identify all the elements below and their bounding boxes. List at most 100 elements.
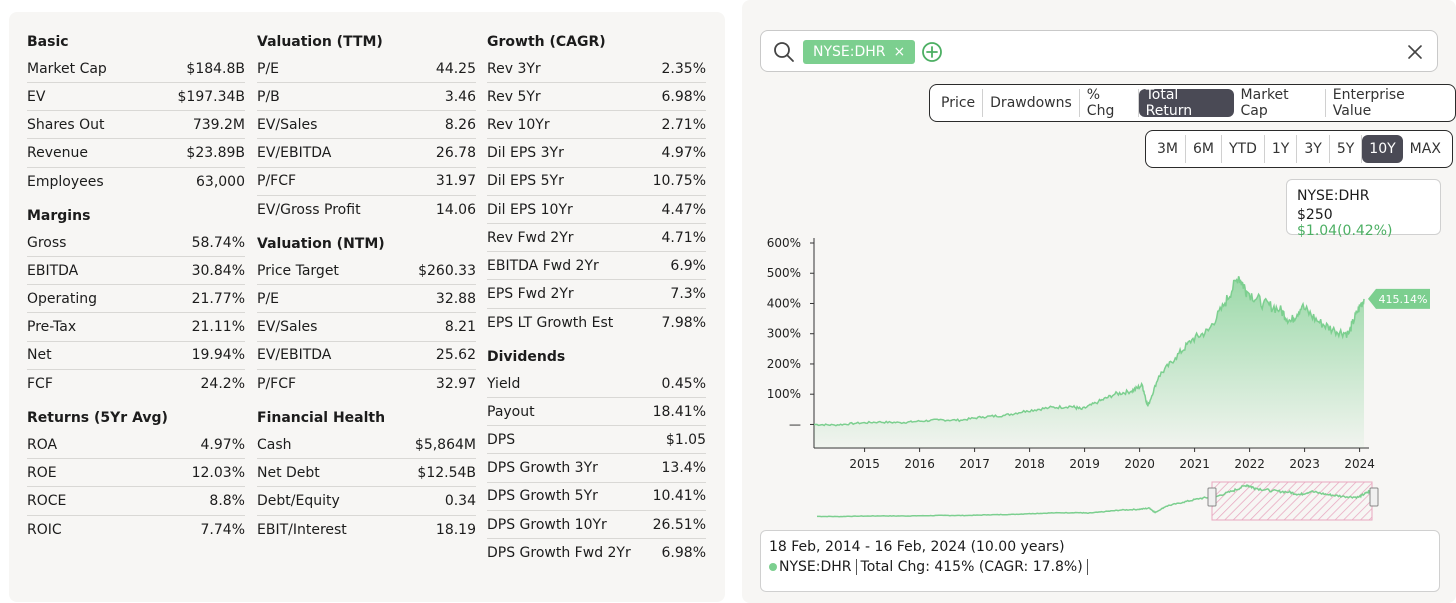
- stat-value: 8.26: [444, 116, 476, 133]
- range-1y[interactable]: 1Y: [1265, 135, 1298, 163]
- stat-value: 18.41%: [652, 403, 706, 420]
- stat-row: P/FCF 32.97: [257, 370, 476, 398]
- tab-market-cap[interactable]: Market Cap: [1234, 87, 1326, 119]
- clear-search-icon[interactable]: [1405, 42, 1425, 62]
- stat-label: Payout: [487, 403, 535, 420]
- stat-label: EV/Gross Profit: [257, 202, 361, 218]
- stat-value: 13.4%: [661, 460, 706, 477]
- range-ytd[interactable]: YTD: [1222, 135, 1265, 163]
- stat-label: EBIT/Interest: [257, 521, 347, 538]
- range-10y[interactable]: 10Y: [1362, 135, 1403, 163]
- stat-label: Revenue: [27, 145, 88, 162]
- stat-label: Dil EPS 3Yr: [487, 145, 564, 162]
- stat-row: ROA 4.97%: [27, 431, 245, 460]
- stats-panel: Basic Market Cap $184.8B EV $197.34B Shares O…: [9, 12, 725, 602]
- stat-value: 7.74%: [200, 521, 245, 538]
- stat-value: 44.25: [435, 60, 476, 77]
- stat-label: Net Debt: [257, 464, 320, 481]
- stat-label: EV/Sales: [257, 319, 318, 336]
- range-3y[interactable]: 3Y: [1297, 135, 1330, 163]
- stat-label: Debt/Equity: [257, 493, 340, 510]
- stat-label: Gross: [27, 234, 67, 251]
- stat-row: DPS Growth Fwd 2Yr 6.98%: [487, 539, 706, 567]
- date-range-text: 18 Feb, 2014 - 16 Feb, 2024 (10.00 years…: [769, 539, 1065, 555]
- tooltip-change: $1.04(0.42%): [1297, 223, 1393, 239]
- stat-value: 0.45%: [661, 375, 706, 392]
- stat-label: Dil EPS 10Yr: [487, 201, 573, 218]
- tab--chg[interactable]: % Chg: [1080, 87, 1139, 119]
- stat-label: FCF: [27, 376, 53, 392]
- stat-label: P/E: [257, 290, 280, 307]
- stat-label: ROA: [27, 436, 58, 453]
- stat-row: Rev Fwd 2Yr 4.71%: [487, 224, 706, 253]
- stat-label: ROE: [27, 464, 57, 481]
- chip-remove-button[interactable]: ×: [893, 44, 906, 60]
- y-tick-label: 400%: [767, 296, 801, 310]
- stat-label: ROIC: [27, 521, 62, 538]
- stat-value: 0.34: [444, 493, 476, 510]
- total-return-chart[interactable]: 600% 500% 400% 300% 200% 100% — 2015 2016 2017 201…: [742, 230, 1456, 525]
- navigator-line: [817, 483, 1375, 518]
- stat-row: EPS Fwd 2Yr 7.3%: [487, 281, 706, 309]
- tab-enterprise-value[interactable]: Enterprise Value: [1332, 87, 1405, 119]
- stat-value: 4.71%: [661, 229, 706, 246]
- x-tick-label: 2021: [1179, 457, 1210, 471]
- stat-row: EPS LT Growth Est 7.98%: [487, 309, 706, 337]
- stat-value: 3.46: [444, 88, 476, 105]
- stat-row: Rev 5Yr 6.98%: [487, 83, 706, 112]
- x-tick-label: 2023: [1289, 457, 1320, 471]
- section-title: Returns (5Yr Avg): [27, 410, 168, 427]
- search-icon: [774, 42, 794, 62]
- y-tick-label: 500%: [767, 266, 801, 280]
- navigator-selection: [1211, 481, 1373, 521]
- stat-value: 8.8%: [209, 493, 245, 510]
- stat-label: EV/Sales: [257, 116, 318, 133]
- stat-value: 12.03%: [191, 464, 245, 481]
- stat-value: 26.51%: [652, 516, 706, 533]
- tab-total-return[interactable]: Total Return: [1138, 87, 1234, 119]
- stat-row: EBIT/Interest 18.19: [257, 516, 476, 544]
- add-ticker-icon[interactable]: [921, 41, 943, 63]
- summary-ticker: NYSE:DHR: [779, 559, 852, 575]
- x-tick-label: 2017: [959, 457, 990, 471]
- tooltip-ticker: NYSE:DHR: [1297, 188, 1370, 204]
- stat-value: $5,864M: [414, 436, 476, 453]
- tab-price[interactable]: Price: [934, 89, 984, 117]
- stat-value: 32.88: [435, 290, 476, 307]
- stat-row: Gross 58.74%: [27, 229, 245, 257]
- stat-label: Net: [27, 347, 52, 364]
- stat-value: 58.74%: [191, 234, 245, 251]
- ticker-search-box[interactable]: NYSE:DHR ×: [760, 30, 1438, 72]
- stat-label: Rev 3Yr: [487, 60, 541, 77]
- y-tick-label: 600%: [767, 236, 801, 250]
- stat-value: 4.97%: [200, 436, 245, 453]
- tab-drawdowns[interactable]: Drawdowns: [983, 89, 1080, 117]
- stat-label: EV/EBITDA: [257, 145, 332, 162]
- stat-row: Revenue $23.89B: [27, 140, 245, 168]
- section-title: Dividends: [487, 349, 566, 365]
- stat-row: EV/EBITDA 26.78: [257, 140, 476, 168]
- stat-row: ROIC 7.74%: [27, 516, 245, 544]
- stat-row: EV/EBITDA 25.62: [257, 342, 476, 370]
- summary-change: Total Chg: 415% (CAGR: 17.8%): [860, 559, 1083, 575]
- separator: [1086, 559, 1088, 575]
- stat-value: 18.19: [435, 521, 476, 538]
- range-3m[interactable]: 3M: [1150, 135, 1186, 163]
- stat-value: $197.34B: [177, 88, 246, 105]
- stat-label: P/FCF: [257, 173, 297, 190]
- section-title: Valuation (NTM): [257, 236, 385, 253]
- y-tick-label: 100%: [767, 387, 801, 401]
- section-title: Basic: [27, 34, 69, 50]
- stat-value: 31.97: [435, 173, 476, 190]
- range-5y[interactable]: 5Y: [1330, 135, 1363, 163]
- stat-value: $23.89B: [186, 145, 245, 162]
- y-tick-label: —: [789, 417, 801, 431]
- stat-value: 63,000: [196, 173, 245, 190]
- stat-row: Cash $5,864M: [257, 431, 476, 460]
- stat-row: Operating 21.77%: [27, 285, 245, 314]
- stat-row: DPS Growth 3Yr 13.4%: [487, 455, 706, 483]
- range-max[interactable]: MAX: [1409, 141, 1441, 157]
- x-tick-label: 2019: [1069, 457, 1100, 471]
- section-title: Margins: [27, 208, 91, 224]
- range-6m[interactable]: 6M: [1186, 135, 1222, 163]
